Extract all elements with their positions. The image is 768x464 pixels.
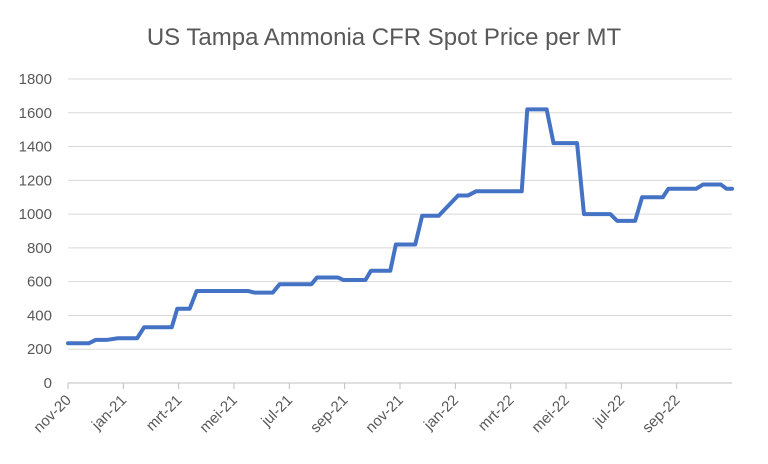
y-tick-label-200: 200 — [27, 341, 52, 358]
x-tick-label-9: mei-22 — [528, 392, 572, 436]
y-tick-label-0: 0 — [44, 375, 52, 392]
x-axis-tick-labels: nov-20 jan-21 mrt-21 mei-21 jul-21 sep-21 nov-… — [30, 392, 683, 436]
x-tick-label-1: jan-21 — [88, 392, 130, 434]
x-tick-label-2: mrt-21 — [143, 392, 186, 435]
gridlines — [68, 78, 732, 350]
y-axis-tick-labels: 0 200 400 600 800 1000 1200 1400 1600 1800 — [19, 71, 52, 392]
y-tick-label-400: 400 — [27, 307, 52, 324]
x-tick-label-8: mrt-22 — [475, 392, 518, 435]
y-tick-label-1600: 1600 — [19, 105, 52, 122]
x-tick-label-5: sep-21 — [307, 392, 351, 436]
y-tick-label-1000: 1000 — [19, 206, 52, 223]
y-tick-label-800: 800 — [27, 240, 52, 257]
y-tick-label-600: 600 — [27, 274, 52, 291]
x-tick-label-0: nov-20 — [30, 392, 74, 436]
x-tick-label-11: sep-22 — [639, 392, 683, 436]
x-tick-label-7: jan-22 — [420, 392, 462, 434]
x-tick-label-6: nov-21 — [362, 392, 406, 436]
y-tick-label-1200: 1200 — [19, 172, 52, 189]
x-tick-label-4: jul-21 — [257, 392, 296, 431]
series-layer — [66, 107, 734, 346]
y-tick-label-1800: 1800 — [19, 71, 52, 88]
x-tick-label-3: mei-21 — [196, 392, 240, 436]
series-line-0 — [66, 107, 734, 346]
y-tick-label-1400: 1400 — [19, 139, 52, 156]
chart-title: US Tampa Ammonia CFR Spot Price per MT — [147, 24, 622, 51]
axes — [67, 382, 732, 389]
x-tick-label-10: jul-22 — [589, 392, 628, 431]
